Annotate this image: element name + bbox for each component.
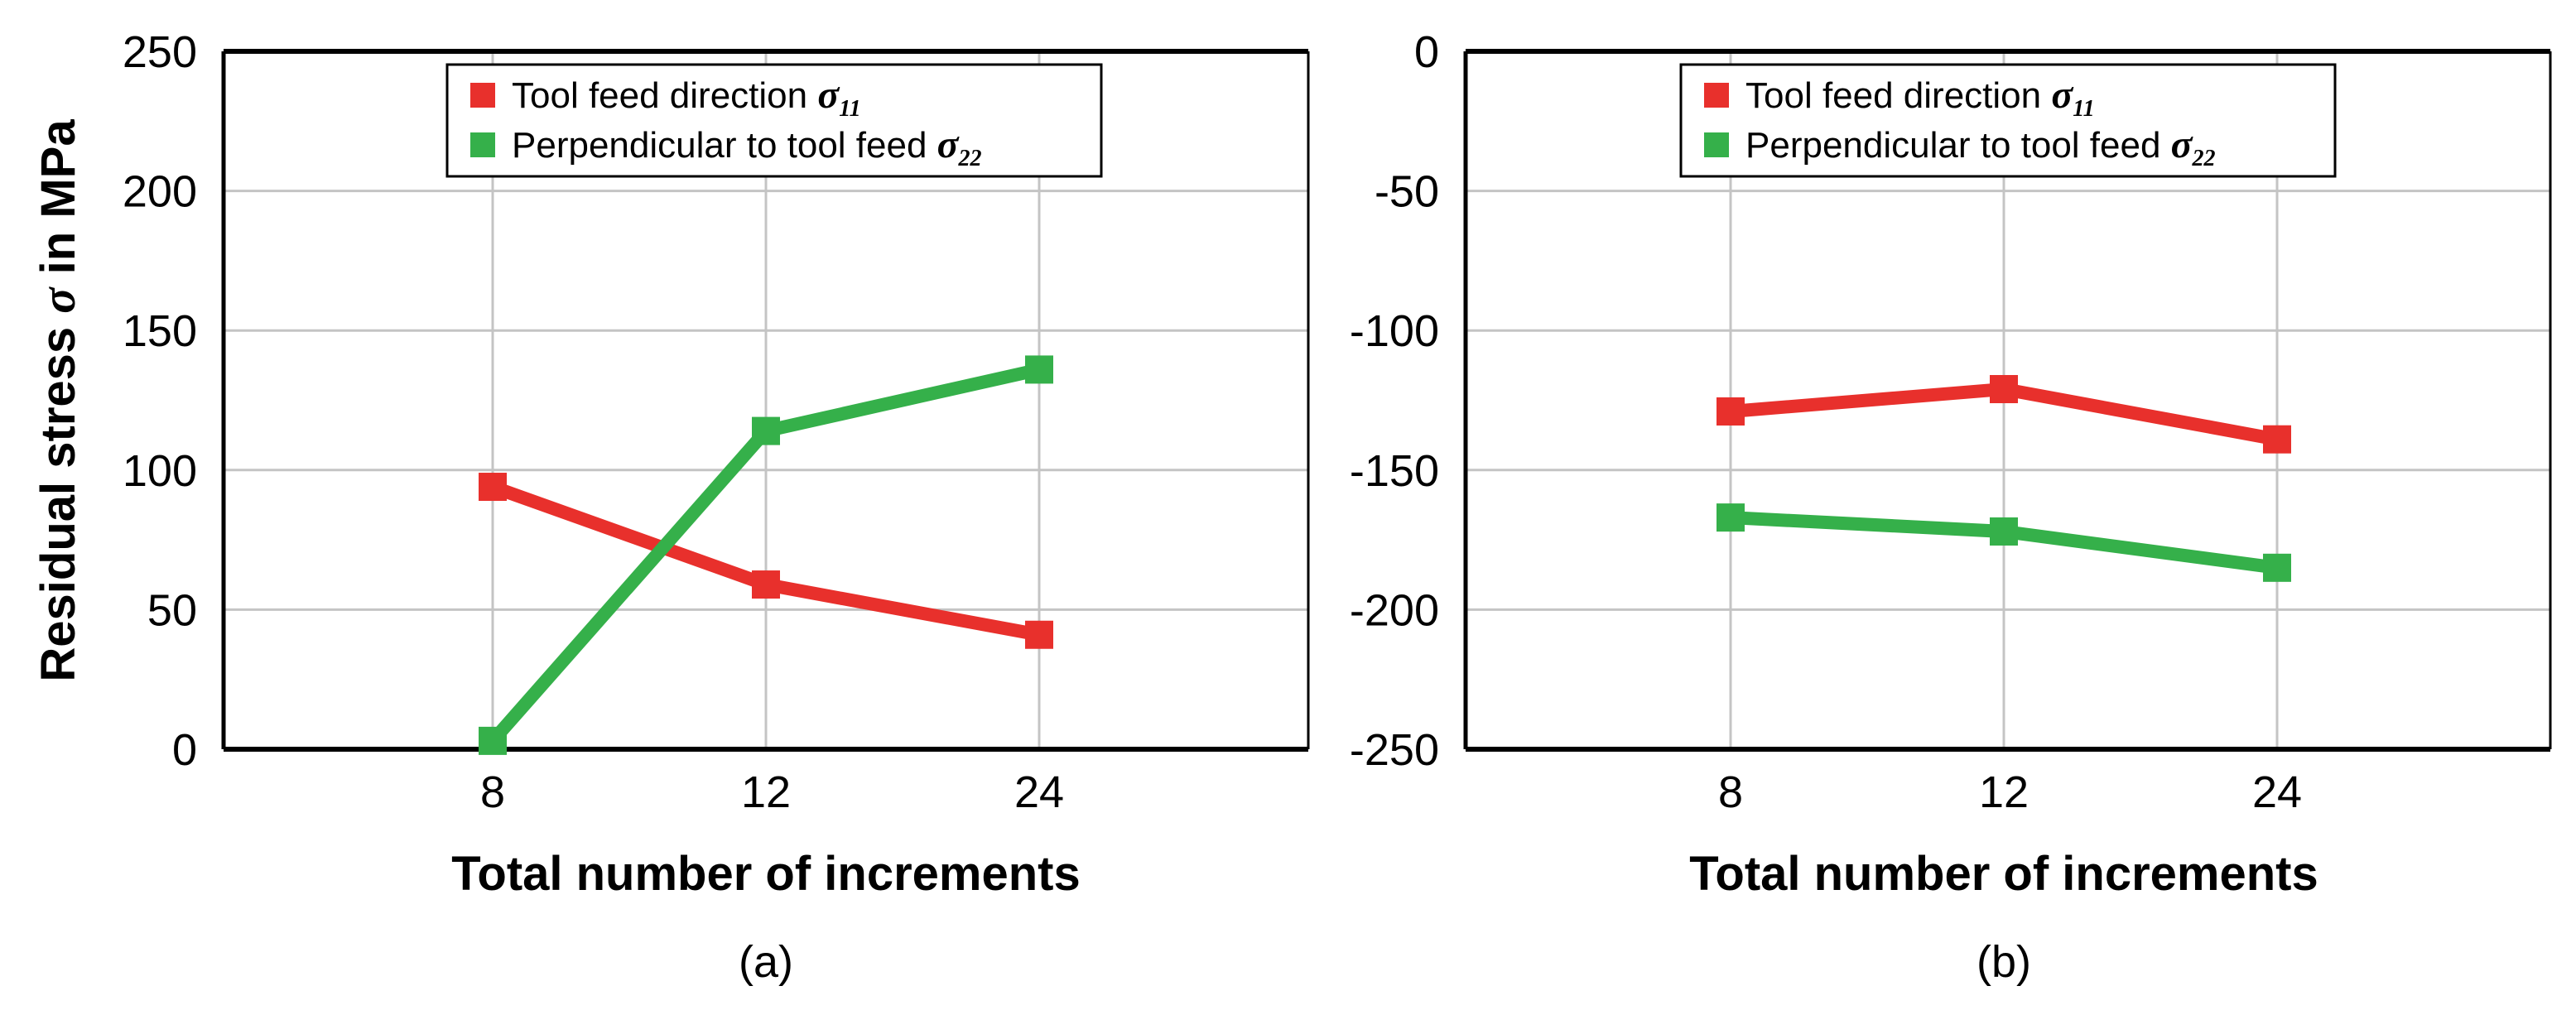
x-tick-label: 8	[1718, 767, 1743, 817]
panel-caption: (b)	[1977, 937, 2031, 987]
legend-entry-subscript: 11	[839, 96, 860, 122]
legend-swatch-perpendicular	[470, 132, 495, 157]
data-point-tool-feed	[479, 473, 507, 502]
data-point-perpendicular	[1025, 355, 1053, 384]
y-tick-label: -250	[1350, 725, 1439, 775]
data-point-tool-feed	[1025, 620, 1053, 649]
data-point-tool-feed	[2263, 425, 2291, 454]
chart-panel-a: 0 50 100 150 200 250 8 12 24 Total number of incr…	[31, 27, 1310, 987]
data-point-tool-feed	[1717, 397, 1745, 426]
legend-entry-symbol: σ	[817, 73, 840, 117]
y-tick-label: 100	[123, 446, 197, 496]
data-point-perpendicular	[1990, 517, 2018, 546]
y-axis-label-symbol: σ	[31, 286, 85, 314]
legend-entry: Tool feed direction σ11	[512, 73, 861, 122]
y-tick-label: 150	[123, 306, 197, 356]
legend-swatch-tool-feed	[470, 83, 495, 108]
legend-entry: Perpendicular to tool feed σ22	[1745, 123, 2216, 171]
y-axis-label-unit: in MPa	[31, 119, 85, 288]
legend-box	[445, 63, 1103, 178]
legend-entry-label: Perpendicular to tool feed	[1745, 125, 2171, 166]
data-point-perpendicular	[2263, 553, 2291, 582]
x-tick-label: 8	[480, 767, 505, 817]
x-axis-label: Total number of increments	[451, 847, 1080, 901]
data-point-tool-feed	[752, 570, 780, 599]
x-tick-label: 24	[2252, 767, 2302, 817]
y-tick-label: 0	[1414, 27, 1439, 77]
legend-entry-symbol: σ	[2051, 73, 2073, 117]
y-tick-label: -150	[1350, 446, 1439, 496]
y-tick-label: -100	[1350, 306, 1439, 356]
y-tick-label: 50	[147, 585, 197, 635]
data-point-perpendicular	[752, 416, 780, 445]
legend-entry: Perpendicular to tool feed σ22	[512, 123, 982, 171]
y-tick-label: 200	[123, 167, 197, 217]
legend-swatch-perpendicular	[1704, 132, 1729, 157]
y-axis-label: Residual stress σ in MPa	[31, 119, 85, 682]
y-tick-label: 0	[172, 725, 197, 775]
y-tick-label: -50	[1375, 167, 1439, 217]
legend-entry: Tool feed direction σ11	[1745, 73, 2095, 122]
y-tick-label: 250	[123, 27, 197, 77]
panel-caption: (a)	[739, 937, 793, 987]
x-tick-label: 12	[741, 767, 791, 817]
data-point-perpendicular	[1717, 503, 1745, 532]
data-point-perpendicular	[479, 726, 507, 755]
legend-box	[1679, 63, 2337, 178]
legend-entry-subscript: 22	[2192, 146, 2216, 171]
legend-swatch-tool-feed	[1704, 83, 1729, 108]
legend-entry-symbol: σ	[2171, 123, 2193, 166]
legend-entry-subscript: 11	[2073, 96, 2094, 122]
x-tick-label: 24	[1014, 767, 1064, 817]
y-axis-label-text: Residual stress	[31, 314, 85, 682]
x-axis-label: Total number of increments	[1689, 847, 2318, 901]
legend-entry-subscript: 22	[958, 146, 982, 171]
legend-entry-label: Tool feed direction	[1745, 75, 2051, 116]
y-tick-label: -200	[1350, 585, 1439, 635]
legend-entry-symbol: σ	[937, 123, 960, 166]
x-tick-label: 12	[1979, 767, 2029, 817]
legend-entry-label: Tool feed direction	[512, 75, 817, 116]
chart-panel-b: 0 -50 -100 -150 -200 -250 8 12 24 Total number of…	[1350, 27, 2552, 987]
data-point-tool-feed	[1990, 375, 2018, 404]
legend-entry-label: Perpendicular to tool feed	[512, 125, 937, 166]
